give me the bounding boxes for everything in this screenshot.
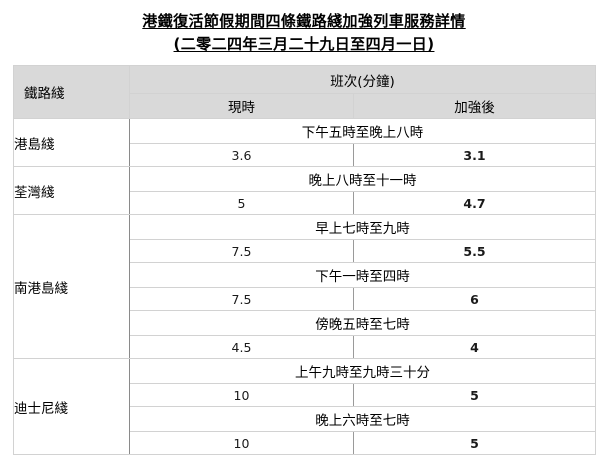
table-row: 迪士尼綫 上午九時至九時三十分 (13, 358, 597, 455)
frequency-now-cell: 4.5 (129, 335, 354, 359)
frequency-boosted-cell: 5.5 (352, 239, 597, 263)
frequency-boosted-cell: 5 (352, 383, 597, 407)
table-row: 5 4.7 (14, 191, 597, 215)
column-header-now: 現時 (129, 93, 354, 119)
period-cell: 傍晚五時至七時 (128, 310, 597, 336)
period-cell: 晚上六時至七時 (128, 406, 597, 432)
frequency-boosted-cell: 4 (352, 335, 597, 359)
period-cell: 晚上八時至十一時 (128, 166, 597, 192)
schedule-table-body: 鐵路綫 班次(分鐘) 現時 加強後 港島綫 下午五時至晚上八時 3.6 3.1 荃灣綫晚… (13, 65, 597, 455)
frequency-now-cell: 7.5 (129, 239, 354, 263)
frequency-boosted-cell: 5 (352, 431, 597, 455)
column-header-frequency-group: 班次(分鐘) (128, 65, 597, 94)
frequency-now-cell: 10 (129, 383, 354, 407)
table-row: 港島綫 下午五時至晚上八時 (13, 118, 597, 167)
table-row: 荃灣綫 晚上八時至十一時 (13, 166, 597, 215)
period-cell: 早上七時至九時 (128, 214, 597, 240)
period-cell: 下午一時至四時 (128, 262, 597, 288)
frequency-now-cell: 10 (129, 431, 354, 455)
schedule-table: 鐵路綫 班次(分鐘) 現時 加強後 港島綫 下午五時至晚上八時 3.6 3.1 荃灣綫晚… (13, 65, 597, 455)
title-line-1: 港鐵復活節假期間四條鐵路綫加強列車服務詳情 (0, 10, 608, 33)
line-name-cell: 迪士尼綫 (13, 358, 130, 455)
title-line-2: (二零二四年三月二十九日至四月一日) (0, 33, 608, 56)
schedule-table-wrapper: 鐵路綫 班次(分鐘) 現時 加強後 港島綫 下午五時至晚上八時 3.6 3.1 荃灣綫晚… (13, 65, 597, 455)
line-name-cell: 荃灣綫 (13, 166, 130, 215)
frequency-boosted-cell: 4.7 (352, 191, 597, 215)
period-cell: 上午九時至九時三十分 (128, 358, 597, 384)
table-row: 10 5 (14, 383, 597, 407)
table-header-row-sub: 現時 加強後 (14, 93, 597, 119)
frequency-now-cell: 3.6 (129, 143, 354, 167)
title-line-2-text: (二零二四年三月二十九日至四月一日) (173, 35, 435, 53)
line-name-cell: 南港島綫 (13, 214, 130, 359)
title-line-1-text: 港鐵復活節假期間四條鐵路綫加強列車服務詳情 (142, 12, 466, 30)
table-row: 7.5 6 (14, 287, 597, 311)
frequency-now-cell: 7.5 (129, 287, 354, 311)
table-row: 4.5 4 (14, 335, 597, 359)
line-name-cell: 港島綫 (13, 118, 130, 167)
column-header-line: 鐵路綫 (13, 65, 130, 119)
frequency-boosted-cell: 3.1 (352, 143, 597, 167)
table-row: 7.5 5.5 (14, 239, 597, 263)
table-row: 3.6 3.1 (14, 143, 597, 167)
frequency-boosted-cell: 6 (352, 287, 597, 311)
period-cell: 下午五時至晚上八時 (128, 118, 597, 144)
table-row: 南港島綫 早上七時至九時 (13, 214, 597, 359)
column-header-boosted: 加強後 (352, 93, 597, 119)
frequency-now-cell: 5 (129, 191, 354, 215)
title-block: 港鐵復活節假期間四條鐵路綫加強列車服務詳情 (二零二四年三月二十九日至四月一日) (0, 0, 608, 56)
table-header-row-top: 鐵路綫 班次(分鐘) (13, 65, 597, 119)
